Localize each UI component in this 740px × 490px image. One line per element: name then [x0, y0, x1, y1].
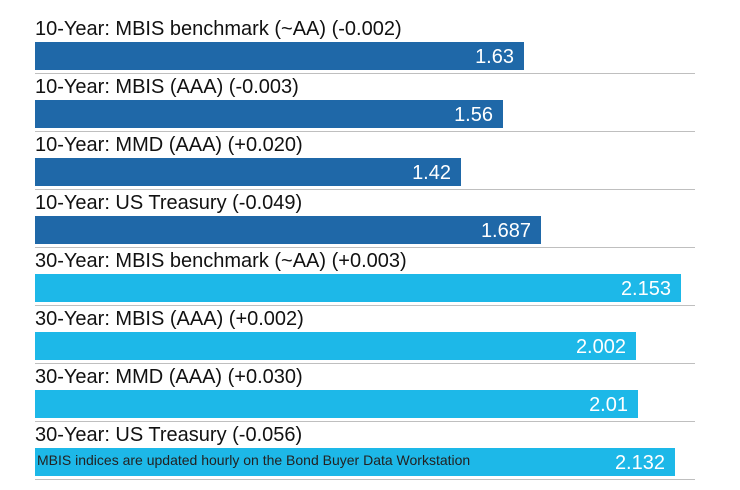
- bar-row: 30-Year: US Treasury (-0.056) 2.132: [0, 422, 740, 480]
- category-label: 10-Year: MMD (AAA) (+0.020): [35, 134, 303, 156]
- bar-value-label: 1.63: [475, 46, 514, 68]
- bar-row: 30-Year: MMD (AAA) (+0.030) 2.01: [0, 364, 740, 422]
- bar-row: 30-Year: MBIS benchmark (~AA) (+0.003) 2.…: [0, 248, 740, 306]
- bar-row: 10-Year: MMD (AAA) (+0.020) 1.42: [0, 132, 740, 190]
- row-divider: [35, 131, 695, 132]
- row-divider: [35, 189, 695, 190]
- category-label: 10-Year: MBIS benchmark (~AA) (-0.002): [35, 18, 402, 40]
- bar-value-label: 2.153: [620, 278, 671, 300]
- bar: 1.687: [35, 216, 541, 244]
- row-divider: [35, 73, 695, 74]
- category-label: 30-Year: US Treasury (-0.056): [35, 424, 303, 446]
- bar-value-label: 2.01: [589, 394, 628, 416]
- bar-value-label: 2.132: [614, 452, 665, 474]
- bar-value-label: 1.687: [480, 220, 531, 242]
- bar-value-label: 1.42: [412, 162, 451, 184]
- bar: 2.132: [35, 448, 675, 476]
- category-label: 30-Year: MBIS (AAA) (+0.002): [35, 308, 304, 330]
- bar: 2.002: [35, 332, 636, 360]
- bar: 2.01: [35, 390, 638, 418]
- bar: 1.63: [35, 42, 524, 70]
- bar-row: 10-Year: MBIS benchmark (~AA) (-0.002) 1.…: [0, 16, 740, 74]
- row-divider: [35, 479, 695, 480]
- bar-row: 10-Year: MBIS (AAA) (-0.003) 1.56: [0, 74, 740, 132]
- bar: 1.42: [35, 158, 461, 186]
- bar-value-label: 1.56: [454, 104, 493, 126]
- bar: 2.153: [35, 274, 681, 302]
- chart-footnote: MBIS indices are updated hourly on the B…: [37, 452, 471, 468]
- row-divider: [35, 421, 695, 422]
- bar-row: 10-Year: US Treasury (-0.049) 1.687: [0, 190, 740, 248]
- bar-value-label: 2.002: [575, 336, 626, 358]
- bar-row: 30-Year: MBIS (AAA) (+0.002) 2.002: [0, 306, 740, 364]
- bar: 1.56: [35, 100, 503, 128]
- category-label: 10-Year: MBIS (AAA) (-0.003): [35, 76, 299, 98]
- row-divider: [35, 363, 695, 364]
- row-divider: [35, 247, 695, 248]
- category-label: 10-Year: US Treasury (-0.049): [35, 192, 303, 214]
- category-label: 30-Year: MMD (AAA) (+0.030): [35, 366, 303, 388]
- row-divider: [35, 305, 695, 306]
- category-label: 30-Year: MBIS benchmark (~AA) (+0.003): [35, 250, 407, 272]
